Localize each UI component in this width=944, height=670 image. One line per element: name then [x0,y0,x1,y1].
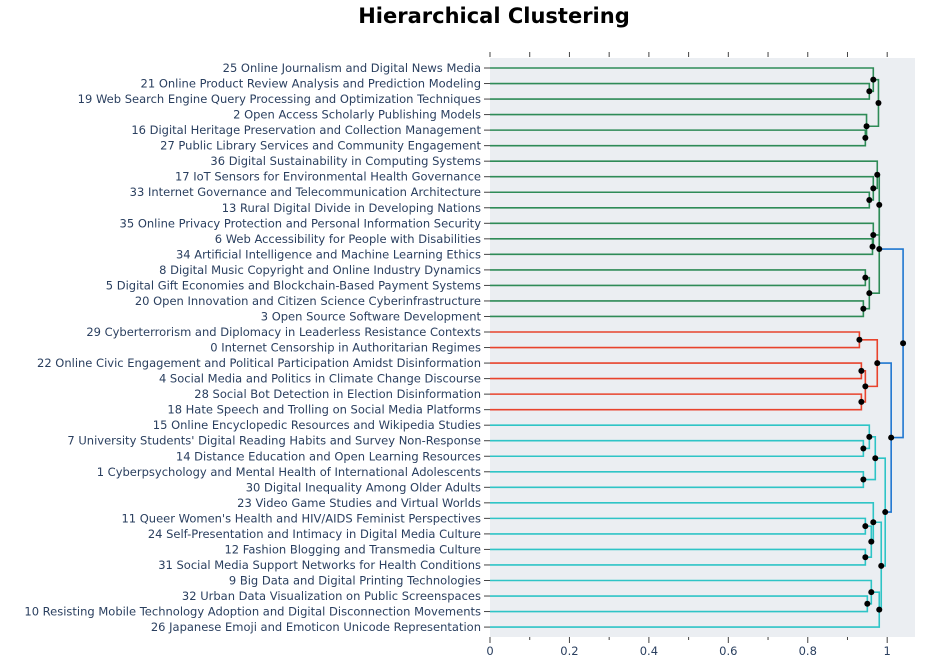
merge-node [874,171,881,178]
leaf-label: 29 Cyberterrorism and Diplomacy in Leade… [86,325,481,339]
leaf-label: 28 Social Bot Detection in Election Disi… [194,387,481,401]
leaf-label: 9 Big Data and Digital Printing Technolo… [229,573,481,587]
merge-node [876,246,883,253]
leaf-label: 21 Online Product Review Analysis and Pr… [141,77,481,91]
leaf-label: 7 University Students' Digital Reading H… [67,434,481,448]
merge-node [875,99,882,106]
merge-node [860,476,867,483]
merge-node [872,455,879,462]
x-tick-label: 0.4 [640,644,658,658]
merge-node [866,88,873,95]
merge-node [858,367,865,374]
merge-node [869,243,876,250]
leaf-label: 1 Cyberpsychology and Mental Health of I… [97,465,481,479]
merge-node [874,360,881,367]
leaf-label: 22 Online Civic Engagement and Political… [37,356,481,370]
leaf-label: 35 Online Privacy Protection and Persona… [120,216,482,230]
merge-node [868,538,875,545]
leaf-label: 16 Digital Heritage Preservation and Col… [131,123,481,137]
leaf-label: 19 Web Search Engine Query Processing an… [78,92,481,106]
leaf-label: 10 Resisting Mobile Technology Adoption … [24,605,481,619]
merge-node [882,509,889,516]
leaf-label: 18 Hate Speech and Trolling on Social Me… [167,403,481,417]
leaf-label: 6 Web Accessibility for People with Disa… [215,232,481,246]
x-tick-label: 0.8 [799,644,817,658]
leaf-label: 17 IoT Sensors for Environmental Health … [175,170,481,184]
leaf-label: 30 Digital Inequality Among Older Adults [246,480,481,494]
merge-node [868,589,875,596]
merge-node [870,519,877,526]
merge-node [862,274,869,281]
leaf-label: 27 Public Library Services and Community… [160,139,481,153]
leaf-label: 3 Open Source Software Development [261,309,482,323]
leaf-label: 36 Digital Sustainability in Computing S… [210,154,481,168]
merge-node [878,562,885,569]
leaf-label: 4 Social Media and Politics in Climate C… [159,372,481,386]
x-tick-label: 0.6 [719,644,737,658]
merge-node [870,231,877,238]
leaf-label: 24 Self-Presentation and Intimacy in Dig… [148,527,481,541]
leaf-label: 14 Distance Education and Open Learning … [176,449,481,463]
chart-title: Hierarchical Clustering [358,4,630,28]
leaf-label: 2 Open Access Scholarly Publishing Model… [233,108,481,122]
merge-node [866,433,873,440]
leaf-label: 31 Social Media Support Networks for Hea… [158,558,481,572]
merge-node [860,445,867,452]
leaf-label: 32 Urban Data Visualization on Public Sc… [182,589,481,603]
merge-node [860,305,867,312]
merge-node [888,434,895,441]
merge-node [870,76,877,83]
x-tick-label: 0 [486,644,493,658]
leaf-label: 25 Online Journalism and Digital News Me… [223,61,481,75]
merge-node [862,134,869,141]
x-tick-label: 0.2 [560,644,578,658]
merge-node [864,600,871,607]
merge-node [863,123,870,130]
merge-node [858,398,865,405]
leaf-label: 26 Japanese Emoji and Emoticon Unicode R… [151,620,481,634]
leaf-label: 8 Digital Music Copyright and Online Ind… [159,263,481,277]
merge-node [862,554,869,561]
merge-node [876,606,883,613]
leaf-label: 20 Open Innovation and Citizen Science C… [135,294,481,308]
leaf-label: 23 Video Game Studies and Virtual Worlds [237,496,481,510]
merge-node [866,197,873,204]
x-tick-label: 1 [884,644,891,658]
merge-node [862,523,869,530]
merge-node [862,383,869,390]
leaf-label: 34 Artificial Intelligence and Machine L… [176,247,481,261]
leaf-label: 11 Queer Women's Health and HIV/AIDS Fem… [121,511,481,525]
dendrogram-branch [869,204,881,294]
leaf-label: 33 Internet Governance and Telecommunica… [130,185,481,199]
leaf-label: 13 Rural Digital Divide in Developing Na… [222,201,481,215]
merge-node [866,290,873,297]
merge-node [876,201,883,208]
merge-node [900,340,907,347]
leaf-label: 0 Internet Censorship in Authoritarian R… [210,341,481,355]
leaf-label: 15 Online Encyclopedic Resources and Wik… [153,418,481,432]
leaf-label: 5 Digital Gift Economies and Blockchain-… [106,278,481,292]
merge-node [856,336,863,343]
merge-node [870,185,877,192]
leaf-label: 12 Fashion Blogging and Transmedia Cultu… [224,542,481,556]
